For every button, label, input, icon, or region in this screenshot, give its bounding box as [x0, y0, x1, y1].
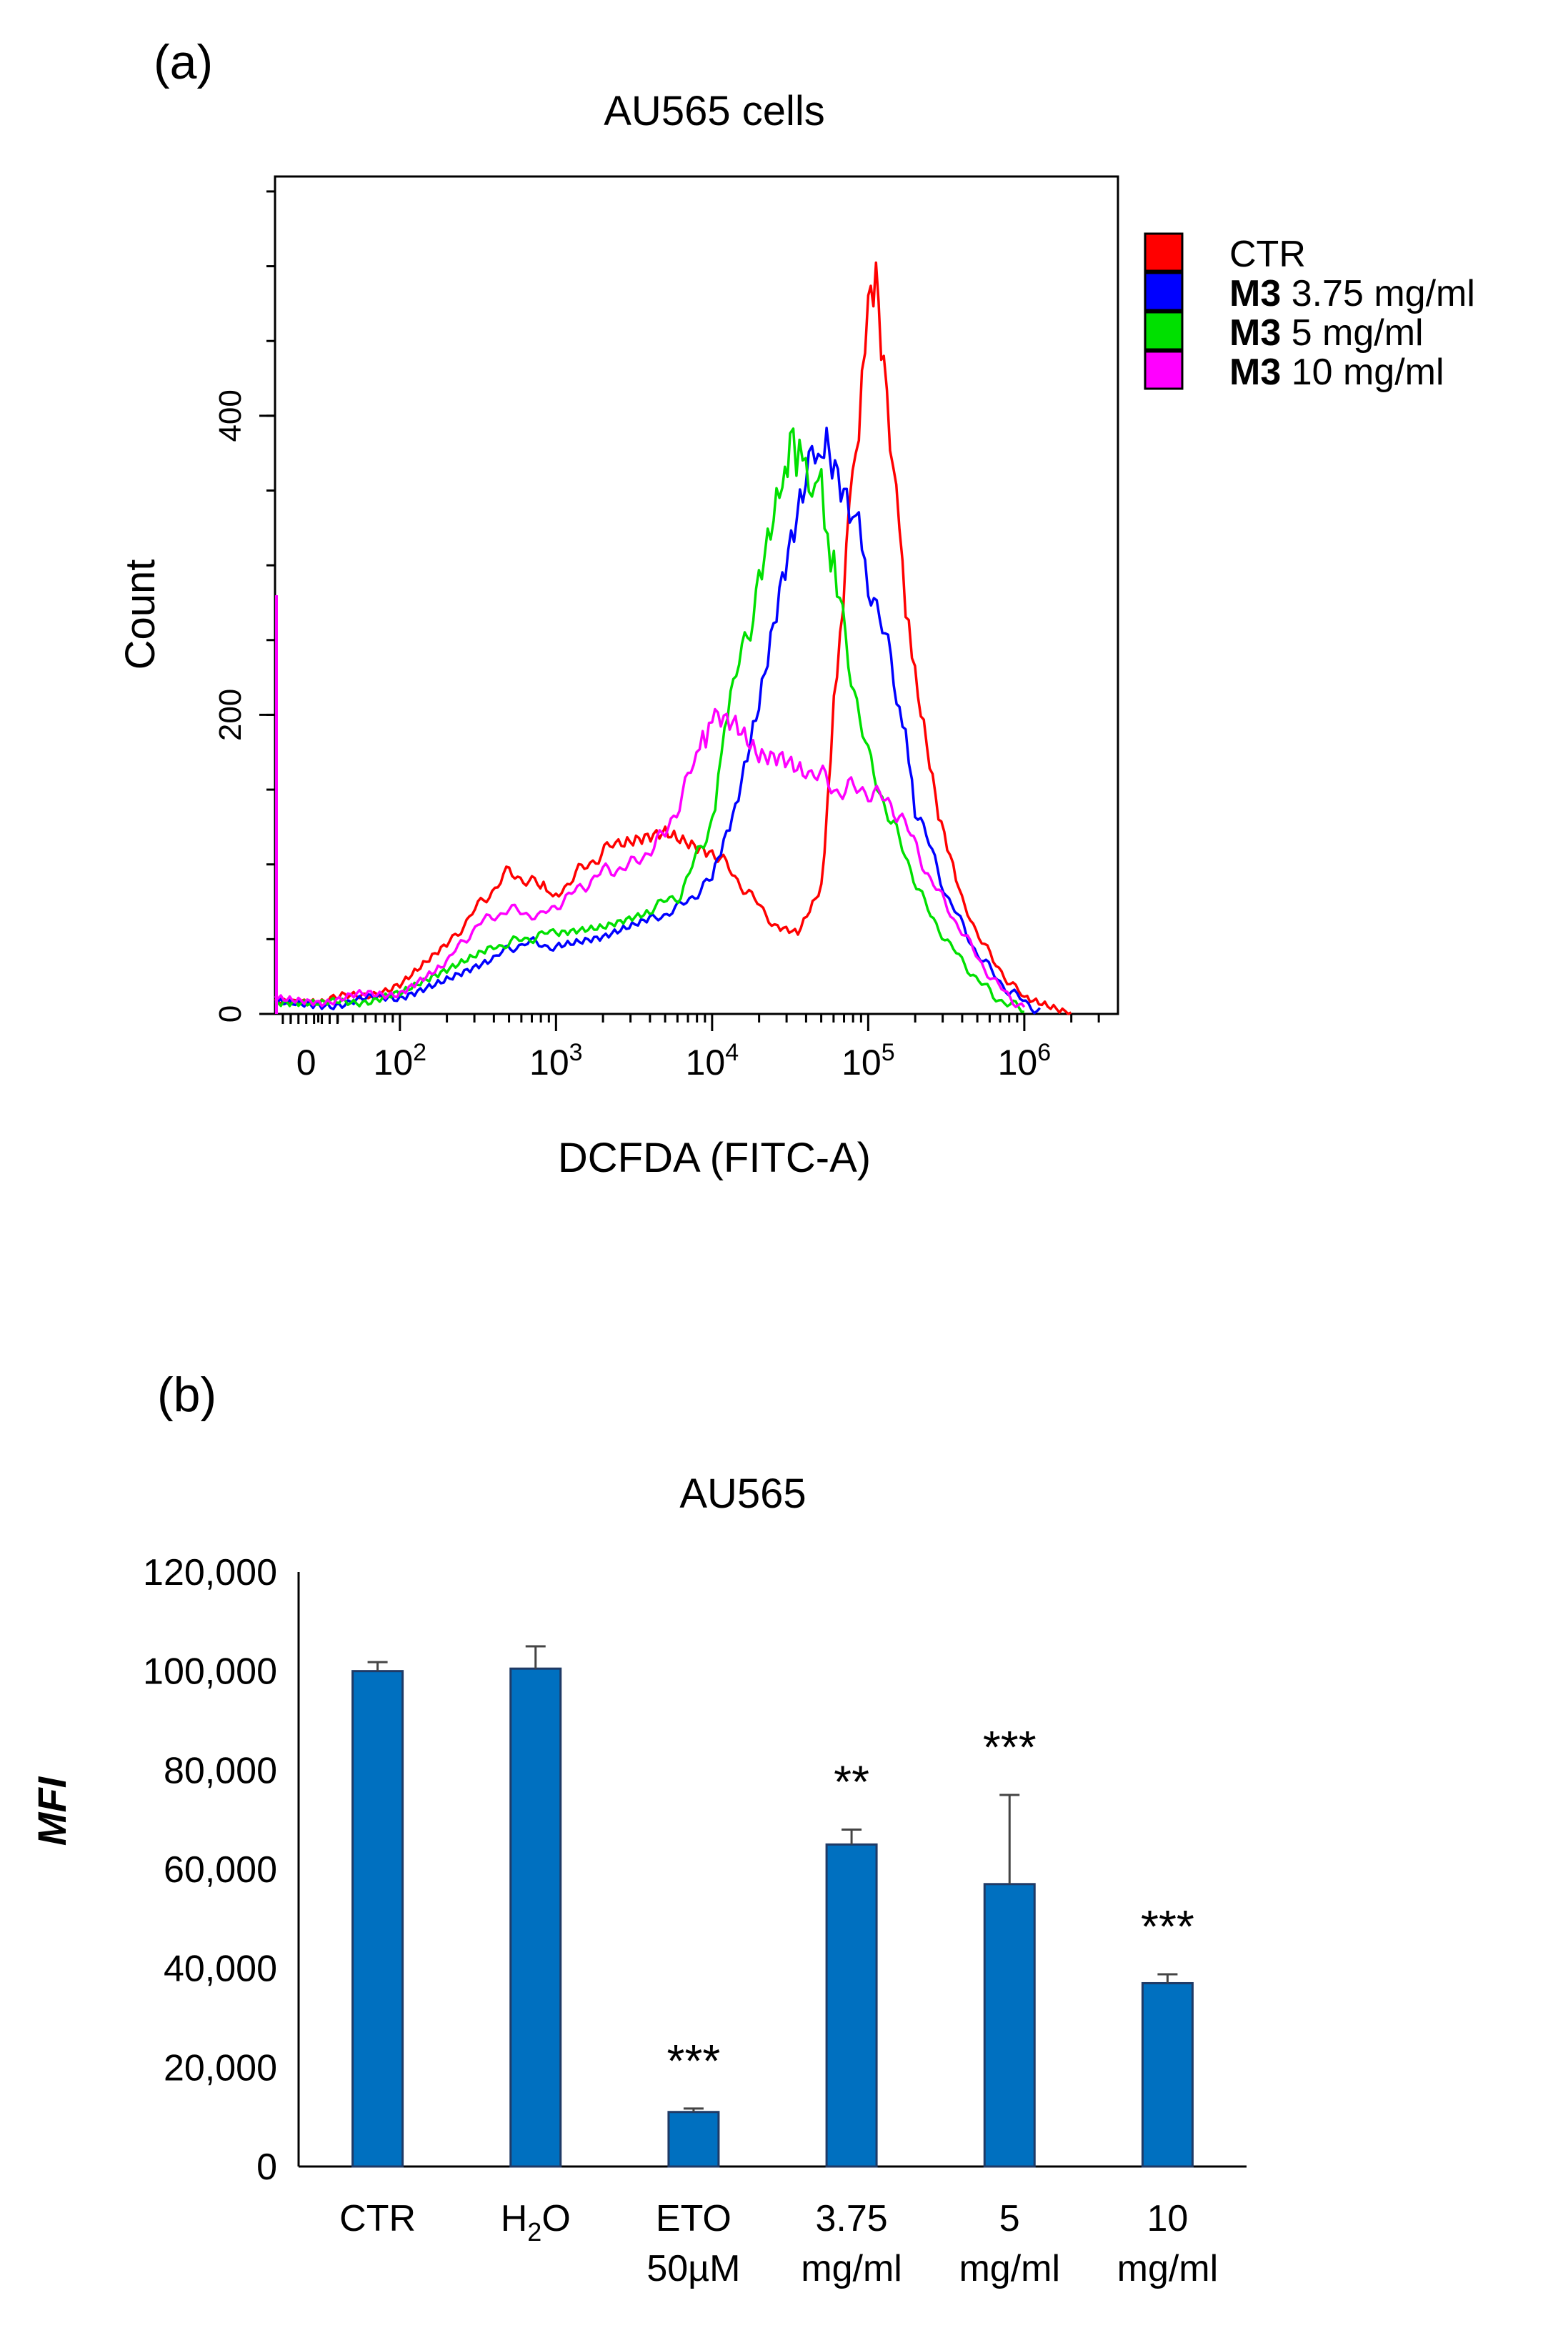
bar — [667, 2111, 720, 2168]
y-tick-label: 60,000 — [164, 1849, 277, 1891]
y-tick-label: 120,000 — [143, 1552, 277, 1593]
legend-label: CTR — [1229, 234, 1306, 275]
legend-swatch — [1144, 350, 1184, 390]
significance-label: *** — [667, 2035, 721, 2086]
x-tick-label-base: 10 — [998, 1043, 1038, 1083]
legend-label-bold: M3 — [1229, 273, 1292, 314]
bar-chart-bars: *********** — [351, 1645, 1194, 2168]
legend-label: M3 5 mg/ml — [1229, 312, 1424, 354]
histogram-x-axis: 0 102 103 104 105 106 — [281, 1014, 1100, 1083]
series-line-m3-5-mg-ml — [274, 427, 1025, 1013]
y-tick-label: 200 — [213, 689, 248, 741]
bar-chart-x-axis: CTR H2O ETO 50µM 3.75 mg/ml 5 mg/ml 10 mg/ml — [339, 2198, 1218, 2289]
x-tick-label-exponent: 2 — [413, 1039, 426, 1066]
x-category-text: 10 — [1147, 2198, 1188, 2239]
significance-label: ** — [834, 1756, 869, 1808]
x-tick-label-base: 10 — [529, 1043, 569, 1083]
y-tick-label: 0 — [213, 1005, 248, 1023]
legend-swatch — [1144, 232, 1184, 272]
bar — [1141, 1981, 1194, 2168]
legend-label-text: 5 mg/ml — [1292, 312, 1424, 354]
x-tick-label: 105 — [842, 1039, 895, 1083]
x-tick-label-exponent: 4 — [725, 1039, 739, 1066]
y-tick-label: 80,000 — [164, 1750, 277, 1791]
panel-b-label: (b) — [157, 1368, 216, 1422]
x-category-text: 5 — [999, 2198, 1020, 2239]
bar-chart-y-axis: 0 20,000 40,000 60,000 80,000 100,000 120,000 — [143, 1552, 277, 2188]
x-tick-label-base: 10 — [374, 1043, 414, 1083]
legend-label-bold: M3 — [1229, 312, 1292, 354]
histogram-series — [274, 261, 1072, 1015]
panel-a: (a) AU565 cells Count DCFDA (FITC-A) 020… — [117, 35, 1475, 1181]
x-category-label: 3.75 — [815, 2198, 887, 2239]
y-tick-label: 0 — [256, 2146, 277, 2188]
series-line-ctr — [274, 261, 1072, 1015]
x-tick-label-exponent: 6 — [1037, 1039, 1051, 1066]
x-tick-label-base: 10 — [686, 1043, 726, 1083]
bar-chart-title: AU565 — [679, 1471, 806, 1517]
series-line-m3-10-mg-ml — [274, 707, 1026, 1009]
x-tick-label: 102 — [374, 1039, 427, 1083]
x-category-label: ETO — [656, 2198, 731, 2239]
panel-b: (b) AU565 MFI 0 20,000 40,000 60,000 80,000 1… — [29, 1368, 1247, 2289]
bar-chart-ylabel: MFI — [29, 1776, 74, 1846]
legend-swatch — [1144, 311, 1184, 351]
x-tick-label-exponent: 5 — [882, 1039, 895, 1066]
x-category-text: O — [541, 2198, 570, 2239]
x-category-label: 5 — [999, 2198, 1020, 2239]
legend-label-bold: M3 — [1229, 352, 1292, 393]
x-category-label-line2: mg/ml — [801, 2248, 902, 2289]
significance-label: *** — [1141, 1901, 1194, 1952]
x-tick-label-base: 0 — [296, 1043, 316, 1083]
series-line-m3-3-75-mg-ml — [274, 427, 1042, 1015]
x-category-text: CTR — [339, 2198, 416, 2239]
x-tick-label: 106 — [998, 1039, 1052, 1083]
y-tick-label: 400 — [213, 389, 248, 442]
x-category-label: CTR — [339, 2198, 416, 2239]
x-tick-label: 104 — [686, 1039, 739, 1083]
x-category-label-line2: mg/ml — [1117, 2248, 1219, 2289]
legend-label-text: 10 mg/ml — [1292, 352, 1444, 393]
bar — [351, 1670, 404, 2168]
y-tick-label: 100,000 — [143, 1651, 277, 1693]
y-tick-label: 40,000 — [164, 1949, 277, 1990]
x-category-text: H — [501, 2198, 528, 2239]
x-category-label: H2O — [501, 2198, 571, 2247]
x-tick-label-exponent: 3 — [569, 1039, 583, 1066]
legend-label-text: 3.75 mg/ml — [1292, 273, 1475, 314]
y-tick-label: 20,000 — [164, 2047, 277, 2089]
significance-label: *** — [983, 1721, 1037, 1773]
legend-swatch — [1144, 272, 1184, 312]
x-tick-label: 103 — [529, 1039, 583, 1083]
bar — [825, 1843, 878, 2168]
bar — [983, 1883, 1036, 2168]
legend-label: M3 3.75 mg/ml — [1229, 273, 1475, 314]
x-category-label-line2: mg/ml — [959, 2248, 1060, 2289]
histogram-xlabel: DCFDA (FITC-A) — [558, 1135, 871, 1181]
x-tick-label: 0 — [296, 1043, 316, 1083]
x-category-text: ETO — [656, 2198, 731, 2239]
x-category-label-line2: 50µM — [646, 2248, 740, 2289]
x-category-label: 10 — [1147, 2198, 1188, 2239]
histogram-ylabel: Count — [117, 559, 164, 670]
histogram-plot-frame — [274, 175, 1119, 1015]
bar — [509, 1667, 562, 2168]
histogram-title: AU565 cells — [604, 88, 824, 134]
x-category-subscript: 2 — [527, 2217, 541, 2247]
panel-a-label: (a) — [154, 35, 213, 89]
x-category-text: 3.75 — [815, 2198, 887, 2239]
x-tick-label-base: 10 — [842, 1043, 882, 1083]
legend-label-text: CTR — [1229, 234, 1306, 275]
histogram-y-axis: 0 200 400 — [213, 190, 275, 1023]
legend-label: M3 10 mg/ml — [1229, 352, 1444, 393]
